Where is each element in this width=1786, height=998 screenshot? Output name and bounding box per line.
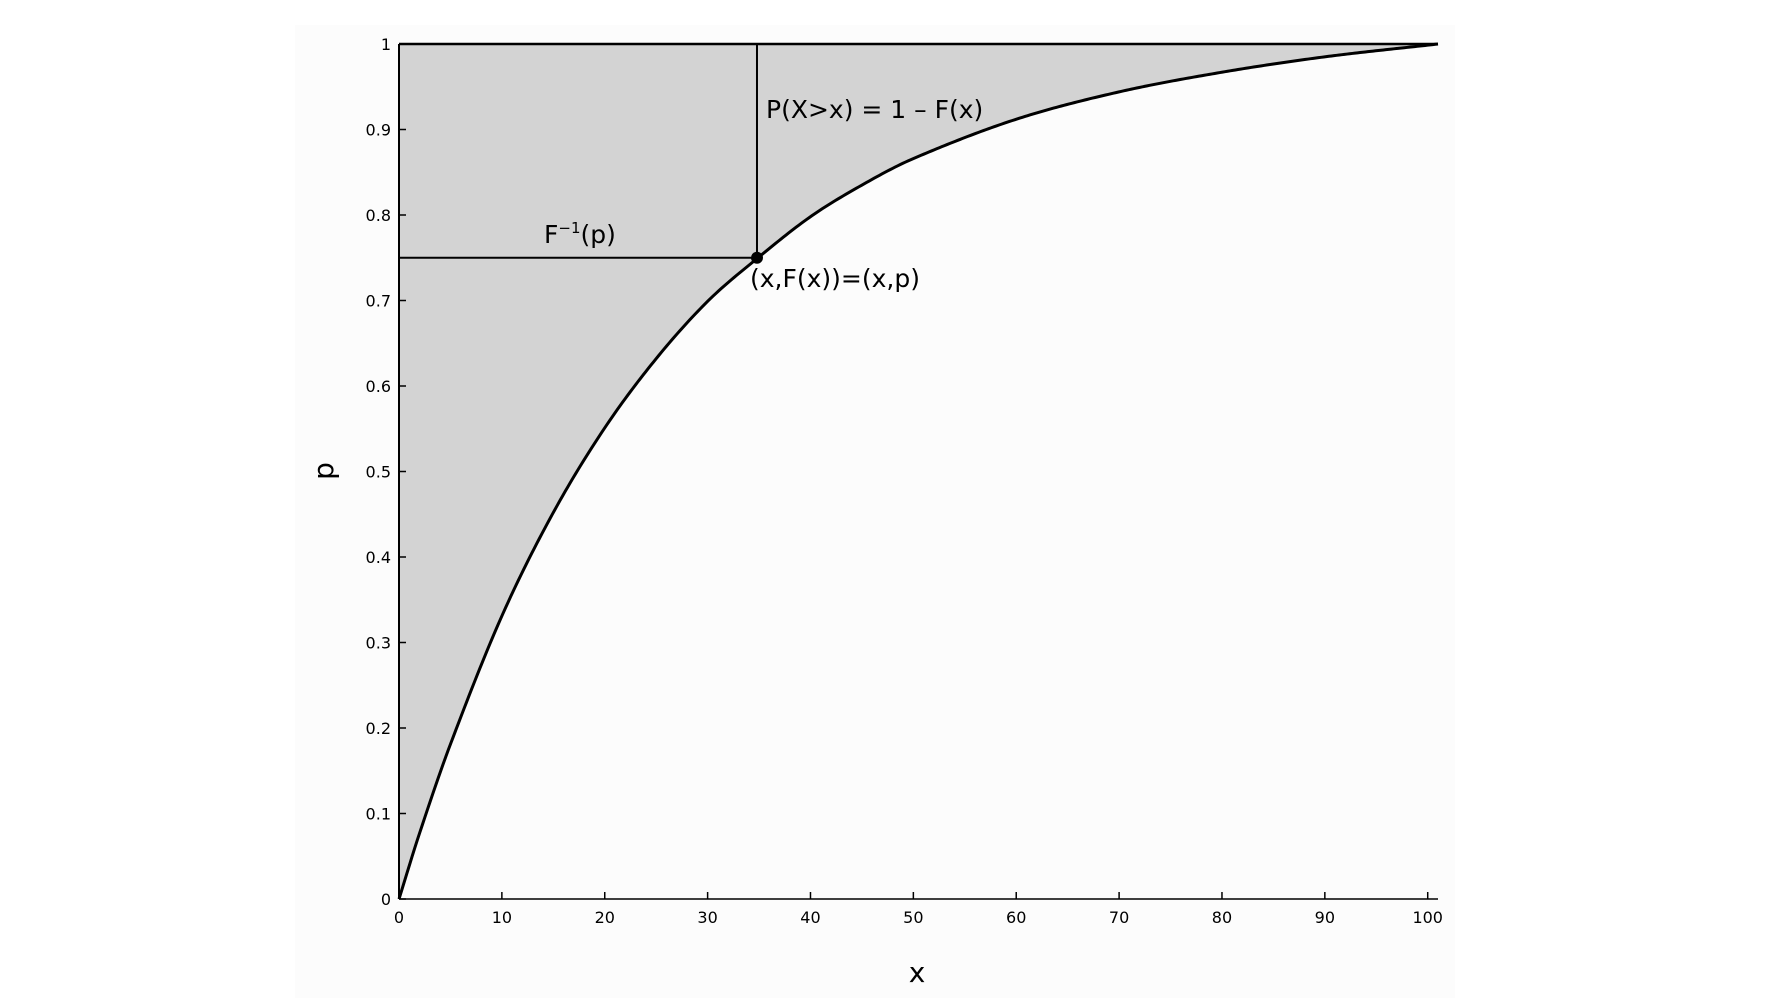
y-axis-ticks: 0 0.1 0.2 0.3 0.4 0.5 0.6 0.7 0.8 0.9 1 xyxy=(366,35,406,909)
x-tick-label: 10 xyxy=(492,908,512,927)
inverse-base: F xyxy=(544,220,558,249)
x-tick-label: 90 xyxy=(1315,908,1335,927)
y-tick-label: 0.6 xyxy=(366,377,391,396)
y-tick-label: 0 xyxy=(381,890,391,909)
y-tick-label: 0.2 xyxy=(366,719,391,738)
y-tick-label: 1 xyxy=(381,35,391,54)
point-annotation: (x,F(x))=(x,p) xyxy=(750,264,920,293)
y-tick-label: 0.5 xyxy=(366,463,391,482)
inverse-cdf-annotation: F−1(p) xyxy=(544,219,616,249)
x-tick-label: 20 xyxy=(595,908,615,927)
x-tick-label: 70 xyxy=(1109,908,1129,927)
y-tick-label: 0.3 xyxy=(366,634,391,653)
y-axis-label: p xyxy=(307,462,340,480)
cdf-curve xyxy=(397,42,1439,900)
x-tick-label: 0 xyxy=(394,908,404,927)
y-tick-label: 0.1 xyxy=(366,805,391,824)
x-tick-label: 60 xyxy=(1006,908,1026,927)
x-tick-label: 100 xyxy=(1412,908,1443,927)
y-tick-label: 0.9 xyxy=(366,121,391,140)
y-tick-label: 0.4 xyxy=(366,548,391,567)
inverse-argument: (p) xyxy=(581,220,616,249)
x-tick-label: 30 xyxy=(697,908,717,927)
x-tick-label: 40 xyxy=(800,908,820,927)
highlight-point-marker xyxy=(750,251,763,264)
y-tick-label: 0.7 xyxy=(366,292,391,311)
x-axis-ticks: 0 10 20 30 40 50 60 70 80 90 100 xyxy=(394,892,1443,927)
x-tick-label: 50 xyxy=(903,908,923,927)
survival-annotation: P(X>x) = 1 – F(x) xyxy=(766,95,983,124)
x-tick-label: 80 xyxy=(1212,908,1232,927)
inverse-superscript: −1 xyxy=(558,219,580,237)
y-tick-label: 0.8 xyxy=(366,206,391,225)
x-axis-label: x xyxy=(909,956,926,989)
